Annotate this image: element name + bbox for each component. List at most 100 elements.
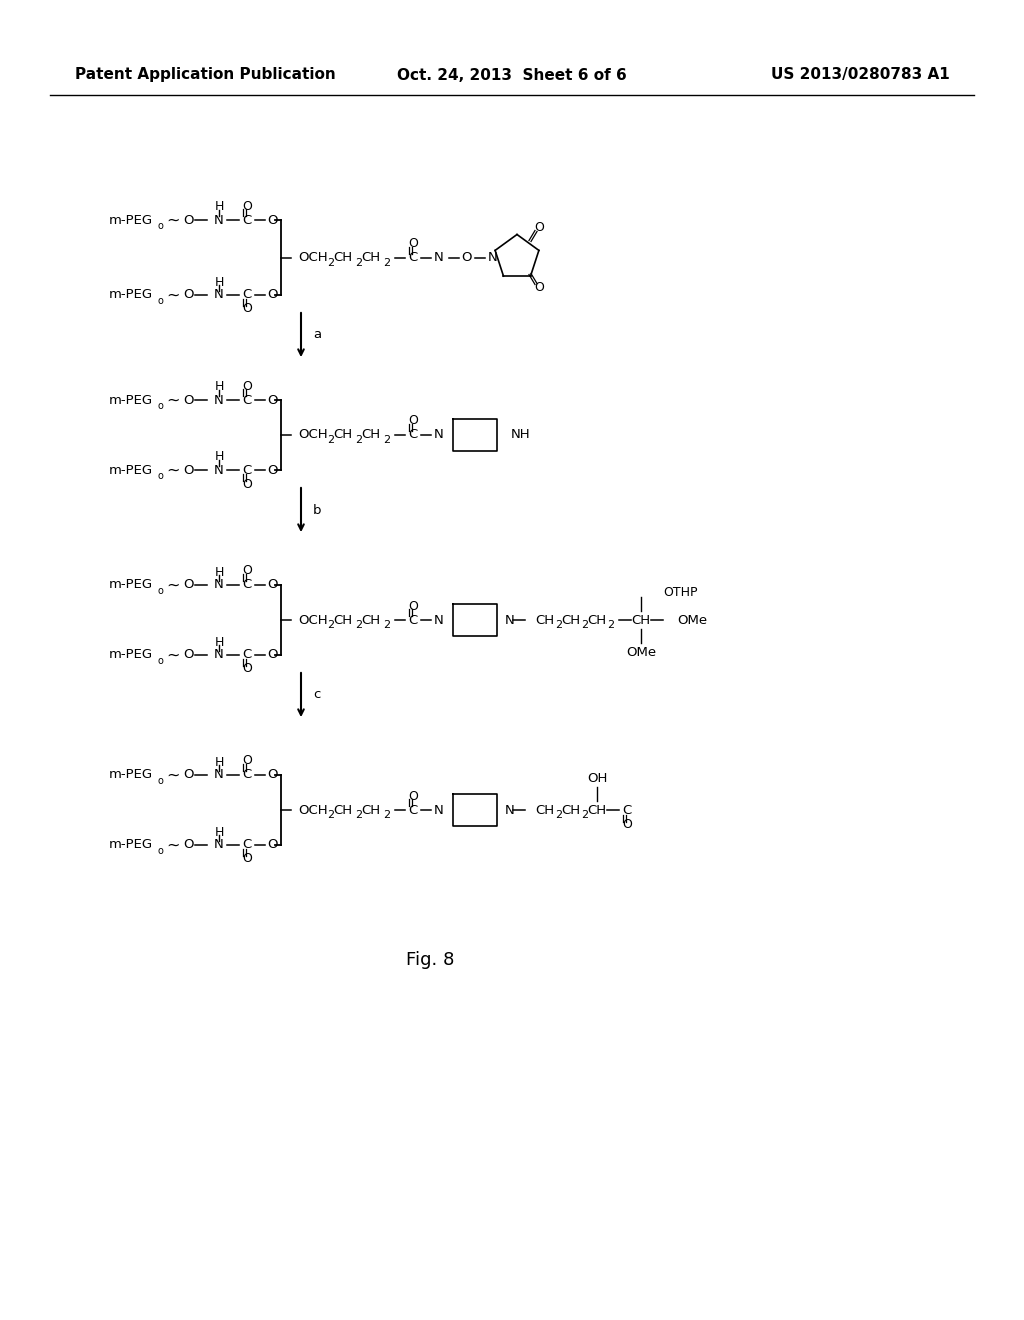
Text: OMe: OMe (626, 645, 656, 659)
Text: ~: ~ (166, 648, 180, 663)
Text: ~: ~ (166, 837, 180, 853)
Text: a: a (313, 329, 322, 342)
Text: O: O (242, 302, 252, 315)
Text: C: C (623, 804, 632, 817)
Text: O: O (267, 838, 279, 851)
Text: H: H (214, 276, 223, 289)
Text: C: C (243, 289, 252, 301)
Text: N: N (434, 614, 443, 627)
Text: OCH: OCH (298, 614, 328, 627)
Text: o: o (157, 220, 163, 231)
Text: OCH: OCH (298, 251, 328, 264)
Text: O: O (267, 648, 279, 661)
Text: O: O (462, 251, 472, 264)
Text: C: C (243, 393, 252, 407)
Text: N: N (214, 578, 224, 591)
Text: O: O (242, 755, 252, 767)
Text: H: H (214, 565, 223, 578)
Text: o: o (157, 586, 163, 597)
Text: m-PEG: m-PEG (109, 578, 153, 591)
Text: N: N (434, 804, 443, 817)
Text: CH: CH (536, 614, 555, 627)
Text: H: H (214, 201, 223, 214)
Text: C: C (409, 804, 418, 817)
Text: O: O (267, 578, 279, 591)
Text: 2: 2 (355, 810, 362, 820)
Text: O: O (183, 578, 195, 591)
Text: CH: CH (334, 614, 352, 627)
Text: OTHP: OTHP (663, 586, 697, 598)
Text: 2: 2 (383, 810, 390, 820)
Text: CH: CH (561, 804, 581, 817)
Text: O: O (183, 393, 195, 407)
Text: O: O (535, 281, 544, 294)
Text: 2: 2 (582, 810, 589, 820)
Text: N: N (434, 429, 443, 441)
Text: CH: CH (561, 614, 581, 627)
Text: Oct. 24, 2013  Sheet 6 of 6: Oct. 24, 2013 Sheet 6 of 6 (397, 67, 627, 82)
Text: m-PEG: m-PEG (109, 393, 153, 407)
Text: C: C (409, 614, 418, 627)
Text: N: N (488, 251, 498, 264)
Text: 2: 2 (383, 436, 390, 445)
Text: C: C (243, 214, 252, 227)
Text: CH: CH (361, 804, 381, 817)
Text: C: C (409, 251, 418, 264)
Text: O: O (183, 768, 195, 781)
Text: C: C (243, 648, 252, 661)
Text: O: O (408, 789, 418, 803)
Text: 2: 2 (383, 257, 390, 268)
Text: O: O (408, 599, 418, 612)
Text: C: C (243, 838, 252, 851)
Text: OH: OH (587, 771, 607, 784)
Text: N: N (434, 251, 443, 264)
Text: O: O (242, 853, 252, 866)
Text: O: O (267, 463, 279, 477)
Text: O: O (183, 648, 195, 661)
Text: 2: 2 (328, 810, 335, 820)
Text: o: o (157, 776, 163, 785)
Text: US 2013/0280783 A1: US 2013/0280783 A1 (771, 67, 950, 82)
Text: 2: 2 (607, 620, 614, 630)
Text: CH: CH (361, 614, 381, 627)
Text: m-PEG: m-PEG (109, 838, 153, 851)
Text: 2: 2 (328, 257, 335, 268)
Text: O: O (408, 414, 418, 428)
Text: m-PEG: m-PEG (109, 214, 153, 227)
Text: O: O (242, 663, 252, 676)
Text: O: O (183, 289, 195, 301)
Text: ~: ~ (166, 578, 180, 593)
Text: ~: ~ (166, 213, 180, 227)
Text: Patent Application Publication: Patent Application Publication (75, 67, 336, 82)
Text: C: C (243, 768, 252, 781)
Text: C: C (243, 463, 252, 477)
Text: O: O (267, 214, 279, 227)
Text: o: o (157, 846, 163, 855)
Text: ~: ~ (166, 462, 180, 478)
Text: CH: CH (361, 429, 381, 441)
Text: CH: CH (334, 804, 352, 817)
Text: CH: CH (361, 251, 381, 264)
Text: O: O (267, 393, 279, 407)
Text: O: O (535, 220, 544, 234)
Text: OCH: OCH (298, 429, 328, 441)
Text: H: H (214, 755, 223, 768)
Text: CH: CH (588, 614, 606, 627)
Text: 2: 2 (328, 620, 335, 630)
Text: OMe: OMe (677, 614, 708, 627)
Text: CH: CH (334, 429, 352, 441)
Text: N: N (214, 768, 224, 781)
Text: b: b (313, 503, 322, 516)
Text: O: O (242, 565, 252, 578)
Text: CH: CH (334, 251, 352, 264)
Text: O: O (183, 214, 195, 227)
Text: 2: 2 (383, 620, 390, 630)
Text: ~: ~ (166, 288, 180, 302)
Text: ~: ~ (166, 767, 180, 783)
Text: CH: CH (588, 804, 606, 817)
Text: m-PEG: m-PEG (109, 463, 153, 477)
Text: H: H (214, 635, 223, 648)
Text: m-PEG: m-PEG (109, 648, 153, 661)
Text: NH: NH (511, 429, 530, 441)
Text: O: O (242, 380, 252, 392)
